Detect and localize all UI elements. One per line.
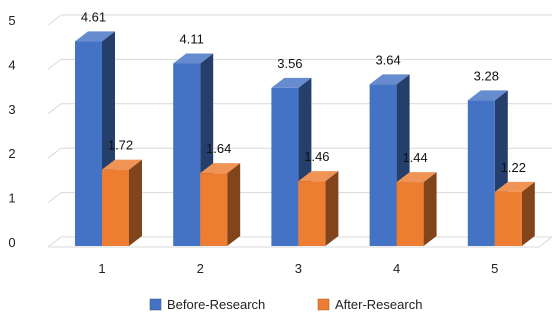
bars <box>75 31 535 247</box>
bar-front-face <box>102 169 129 246</box>
data-label: 1.46 <box>304 149 329 164</box>
x-axis-tick-labels: 1 2 3 4 5 <box>98 261 498 276</box>
data-label: 1.44 <box>402 150 427 165</box>
gridline-depth <box>47 236 62 248</box>
bar-front-face <box>467 100 495 246</box>
y-tick-label: 0 <box>8 235 15 250</box>
data-label: 1.22 <box>501 160 526 175</box>
data-labels: 4.61 1.72 4.11 1.64 3.56 1.46 3.64 1.44 3.28 1.22 <box>81 9 526 175</box>
bar-front-face <box>396 182 424 246</box>
bar-front-face <box>75 41 102 246</box>
legend-swatch <box>317 298 330 311</box>
bar-top-face <box>102 159 142 170</box>
x-tick-label: 1 <box>98 261 105 276</box>
x-tick-label: 5 <box>491 261 498 276</box>
bar-side-face <box>325 171 339 246</box>
gridline-depth <box>47 14 62 26</box>
bar-after-research-4 <box>396 172 437 246</box>
bar-front-face <box>298 181 326 246</box>
y-tick-label: 5 <box>8 13 15 28</box>
floor-edge-right <box>538 236 553 248</box>
bar-front-face <box>271 87 299 246</box>
bar-after-research-1 <box>102 159 142 246</box>
data-label: 3.56 <box>277 56 302 71</box>
bar-front-face <box>173 63 201 247</box>
data-label: 4.61 <box>81 9 106 24</box>
data-label: 1.72 <box>108 138 133 153</box>
data-label: 3.28 <box>474 68 499 83</box>
legend-label: After-Research <box>335 297 422 312</box>
bar-top-face <box>494 181 535 192</box>
y-tick-label: 2 <box>8 146 15 161</box>
bar-top-face <box>298 171 339 182</box>
bar-side-face <box>521 181 535 246</box>
bar-front-face <box>369 84 397 246</box>
data-label: 1.64 <box>206 141 231 156</box>
x-tick-label: 2 <box>197 261 204 276</box>
bar-front-face <box>494 191 522 246</box>
data-label: 3.64 <box>375 52 400 67</box>
legend-label: Before-Research <box>167 297 265 312</box>
gridline-depth <box>47 59 62 70</box>
y-tick-label: 3 <box>8 102 15 117</box>
bar-top-face <box>467 90 508 101</box>
bar-top-face <box>200 163 241 174</box>
legend-swatch <box>149 298 162 311</box>
bar-top-face <box>369 74 410 85</box>
gridline-depth <box>47 147 62 159</box>
bar-after-research-5 <box>494 181 535 246</box>
y-axis-tick-labels: 0 1 2 3 4 5 <box>8 13 15 250</box>
data-label: 4.11 <box>180 32 204 47</box>
x-tick-label: 4 <box>393 261 400 276</box>
bar-side-face <box>129 159 142 246</box>
legend: Before-Research After-Research <box>149 297 422 312</box>
gridline-depth <box>47 103 62 115</box>
bar-top-face <box>75 31 115 42</box>
bar-front-face <box>200 173 228 246</box>
bar-top-face <box>271 77 312 88</box>
bar-after-research-2 <box>200 163 241 246</box>
bar-side-face <box>423 172 437 246</box>
bar-side-face <box>227 163 241 246</box>
y-tick-label: 1 <box>8 191 15 206</box>
bar-top-face <box>396 172 437 183</box>
y-tick-label: 4 <box>8 57 15 72</box>
x-tick-label: 3 <box>295 261 302 276</box>
bar-top-face <box>173 53 214 64</box>
gridline-depth <box>47 192 62 203</box>
bar-after-research-3 <box>298 171 339 246</box>
